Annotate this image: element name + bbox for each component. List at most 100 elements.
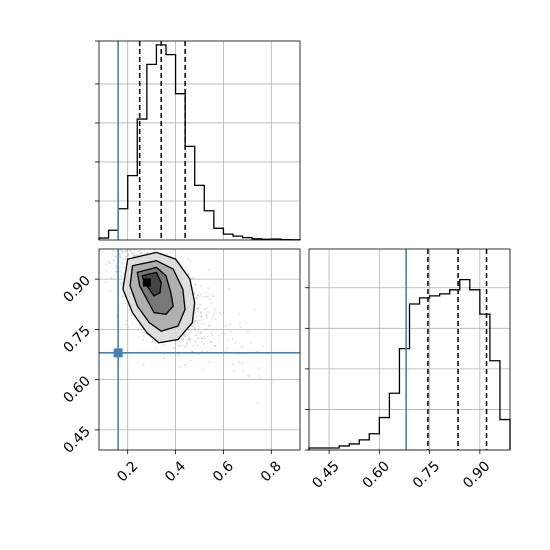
sample-point (121, 296, 124, 299)
sample-point (194, 319, 197, 322)
sample-point (197, 324, 200, 327)
density-contour (122, 251, 196, 344)
sample-point (193, 321, 196, 323)
sample-point (185, 364, 188, 367)
sample-point (197, 322, 199, 325)
sample-point (232, 338, 234, 340)
sample-point (119, 270, 121, 273)
sample-point (184, 363, 187, 366)
sample-point (193, 292, 196, 295)
sample-point (139, 249, 142, 252)
sample-point (200, 285, 203, 288)
sample-point (151, 340, 154, 343)
sample-point (128, 308, 131, 311)
sample-point (119, 275, 122, 277)
sample-point (214, 345, 217, 348)
sample-point (137, 336, 140, 339)
sample-point (197, 293, 199, 296)
sample-point (206, 315, 208, 317)
sample-point (176, 355, 179, 358)
sample-point (177, 353, 180, 356)
sample-point (211, 293, 214, 296)
sample-point (133, 254, 136, 257)
sample-point (193, 329, 196, 332)
sample-point (200, 315, 203, 318)
sample-point (247, 375, 250, 377)
sample-point (205, 291, 208, 294)
sample-point (191, 344, 194, 347)
sample-point (174, 253, 177, 256)
sample-point (225, 347, 228, 350)
sample-point (121, 294, 124, 297)
sample-point (107, 260, 110, 263)
sample-point (208, 321, 211, 323)
sample-point (145, 356, 148, 358)
sample-point (201, 322, 204, 325)
sample-point (211, 295, 214, 298)
sample-point (142, 335, 145, 337)
sample-point (249, 341, 252, 344)
sample-point (178, 344, 180, 347)
histogram-y-steps (308, 279, 511, 450)
sample-point (115, 270, 118, 273)
sample-point (207, 311, 210, 314)
sample-point (119, 255, 121, 258)
sample-point (178, 366, 181, 369)
sample-point (199, 303, 202, 306)
sample-point (193, 284, 196, 286)
sample-point (140, 252, 143, 255)
sample-point (205, 307, 208, 310)
sample-point (183, 346, 186, 349)
sample-point (232, 363, 234, 366)
sample-point (194, 340, 197, 343)
sample-point (118, 253, 121, 256)
histogram-y-tick-marks (305, 287, 309, 451)
sample-point (142, 363, 145, 366)
sample-point (120, 284, 123, 287)
sample-point (141, 338, 144, 341)
histogram-x-tick-marks (95, 40, 99, 202)
sample-point (186, 343, 188, 345)
sample-point (146, 251, 149, 254)
sample-point (193, 277, 196, 280)
sample-point (122, 266, 125, 269)
sample-point (209, 325, 212, 328)
sample-point (193, 327, 196, 330)
sample-point (194, 309, 196, 312)
sample-point (122, 258, 125, 261)
sample-point (212, 317, 214, 319)
sample-point (154, 341, 157, 344)
sample-point (130, 251, 133, 254)
sample-point (200, 316, 203, 319)
sample-point (112, 278, 114, 281)
truth-marker (113, 348, 123, 358)
sample-point (245, 322, 248, 324)
sample-point (196, 307, 199, 310)
sample-point (121, 263, 124, 266)
sample-point (195, 297, 198, 299)
sample-point (195, 307, 198, 309)
sample-point (165, 253, 168, 256)
sample-point (187, 273, 190, 276)
sample-point (213, 311, 216, 313)
sample-point (262, 345, 265, 347)
sample-point (184, 335, 187, 338)
sample-point (229, 331, 232, 333)
sample-point (196, 320, 199, 322)
sample-point (137, 329, 140, 331)
sample-point (189, 259, 191, 262)
sample-point (210, 302, 213, 304)
sample-point (125, 323, 127, 326)
sample-point (121, 251, 124, 253)
sample-point (128, 254, 130, 257)
sample-point (187, 269, 190, 271)
density-contour (129, 260, 186, 332)
sample-point (203, 336, 206, 338)
sample-point (200, 331, 203, 334)
sample-point (178, 345, 181, 347)
density-level-fill (142, 272, 162, 296)
sample-point (195, 315, 198, 318)
sample-point (169, 250, 172, 253)
sample-point (189, 337, 192, 340)
sample-point (105, 263, 108, 266)
